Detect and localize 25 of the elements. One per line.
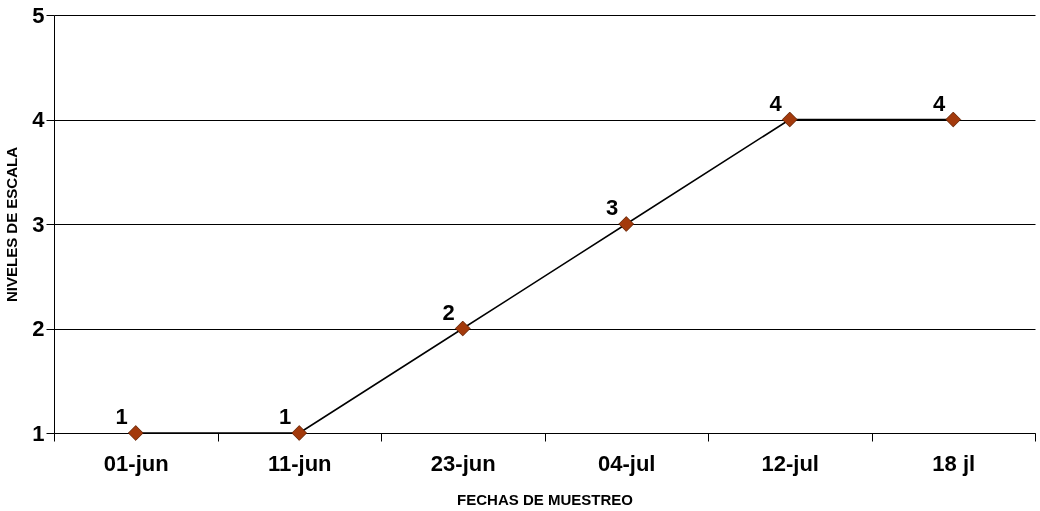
y-axis-title: NIVELES DE ESCALA bbox=[3, 146, 21, 303]
y-tick-label: 3 bbox=[32, 211, 45, 237]
point bbox=[454, 320, 471, 337]
y-tick-label: 1 bbox=[32, 420, 45, 446]
y-tick-label: 4 bbox=[32, 107, 46, 132]
x-axis-title: FECHAS DE MUESTREO bbox=[457, 490, 634, 508]
y-tick-label: 2 bbox=[32, 316, 45, 341]
x-tick-label: 01-jun bbox=[103, 450, 169, 476]
data-label: 2 bbox=[442, 299, 455, 325]
data-label: 3 bbox=[606, 195, 619, 220]
point bbox=[127, 425, 144, 441]
point bbox=[945, 111, 962, 128]
point bbox=[291, 425, 308, 441]
point bbox=[781, 111, 798, 128]
y-tick-label: 5 bbox=[32, 2, 45, 28]
data-label: 4 bbox=[769, 90, 783, 116]
x-tick-label: 23-jun bbox=[430, 450, 496, 476]
x-tick-label: 18 jl bbox=[932, 450, 976, 476]
x-tick-label: 04-jul bbox=[598, 450, 656, 476]
data-label: 1 bbox=[115, 404, 128, 429]
x-tick-label: 12-jul bbox=[761, 450, 819, 476]
data-label: 4 bbox=[933, 90, 946, 116]
data-label: 1 bbox=[279, 404, 292, 429]
point bbox=[618, 216, 635, 232]
x-tick-label: 11-jun bbox=[267, 450, 332, 476]
